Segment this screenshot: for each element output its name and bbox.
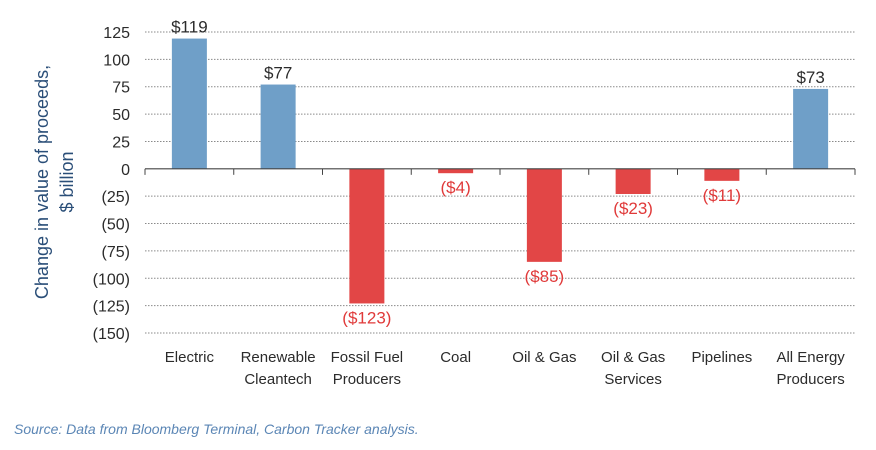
y-axis-label: Change in value of proceeds, $ billion (32, 65, 77, 299)
data-label: $77 (264, 64, 292, 83)
y-tick-label: 50 (112, 107, 130, 124)
y-tick-label: (100) (93, 271, 130, 288)
data-label: ($23) (613, 199, 653, 218)
x-tick-label: Electric (165, 349, 215, 366)
data-label: ($85) (525, 267, 565, 286)
y-tick-label: 100 (103, 52, 130, 69)
data-label: ($11) (703, 186, 741, 205)
bar (438, 168, 474, 174)
bar (704, 168, 740, 181)
data-label: $73 (796, 68, 824, 87)
bar (793, 88, 829, 169)
y-tick-label: 0 (121, 162, 130, 179)
y-tick-label: (25) (102, 189, 130, 206)
x-tick-label: All Energy Producers (776, 349, 845, 388)
x-tick-label: Coal (440, 349, 471, 366)
y-tick-label: 75 (112, 80, 130, 97)
data-labels: $119 $77 ($123) ($4) ($85) ($23) ($11) $73 (171, 18, 825, 328)
y-tick-label: (150) (93, 326, 130, 343)
x-tick-label: Fossil Fuel Producers (331, 349, 404, 388)
bar (526, 168, 562, 262)
data-label: ($4) (441, 178, 471, 197)
y-tick-label: (50) (102, 217, 130, 234)
y-axis-title: Change in value of proceeds, $ billion (32, 65, 77, 299)
bars (171, 38, 829, 304)
y-axis-ticks: 125 100 75 50 25 0 (25) (50) (75) (100) (125) (150) (93, 25, 130, 343)
data-label: $119 (171, 18, 208, 37)
bar (171, 38, 207, 169)
y-tick-label: (75) (102, 244, 130, 261)
data-label: ($123) (342, 308, 391, 327)
x-tick-label: Renewable Cleantech (241, 349, 316, 388)
gridlines (145, 31, 855, 334)
source-note: Source: Data from Bloomberg Terminal, Ca… (14, 421, 419, 437)
x-axis-ticks: Electric Renewable Cleantech Fossil Fuel Pro… (165, 349, 846, 388)
bar (260, 84, 296, 169)
bar (349, 168, 385, 304)
bar (615, 168, 651, 194)
bar-chart: 125 100 75 50 25 0 (25) (50) (75) (100) (125) (150)… (32, 18, 856, 388)
y-tick-label: (125) (93, 299, 130, 316)
x-tick-label: Oil & Gas (512, 349, 576, 366)
x-axis (144, 168, 856, 175)
x-tick-label: Pipelines (691, 349, 752, 366)
y-tick-label: 125 (103, 25, 130, 42)
x-tick-label: Oil & Gas Services (601, 349, 665, 388)
y-tick-label: 25 (112, 134, 130, 151)
